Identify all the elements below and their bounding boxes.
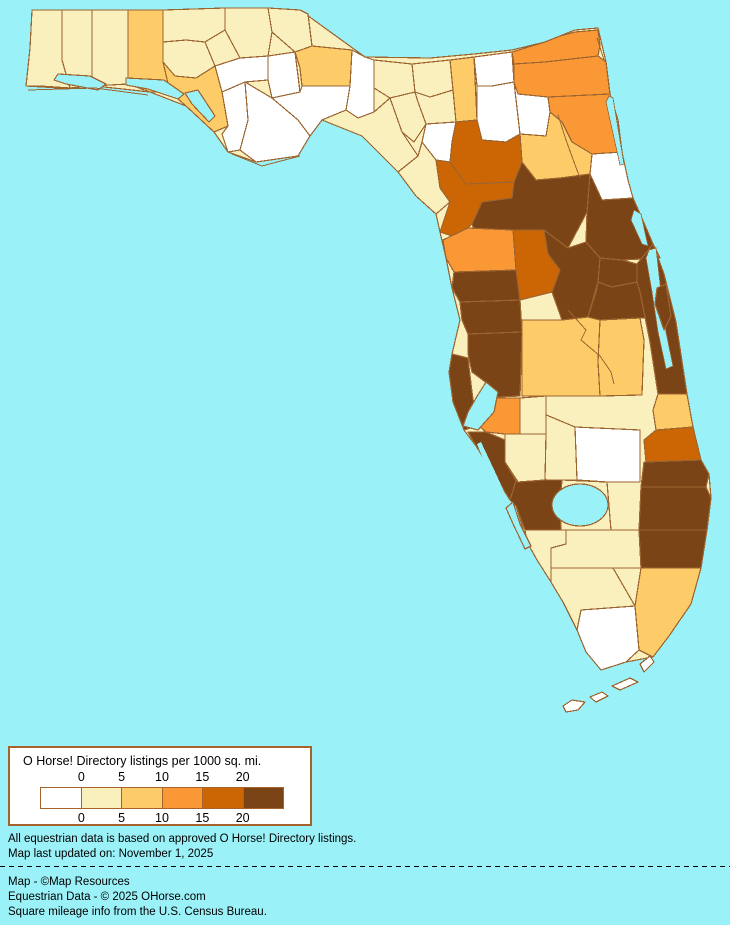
st-george-island-line: [231, 153, 301, 167]
county-region: [574, 426, 641, 483]
county-region: [638, 529, 708, 569]
keys-island: [589, 691, 609, 703]
legend-swatch: [203, 788, 244, 808]
charlotte-harbor: [505, 501, 532, 550]
legend-swatch: [41, 788, 82, 808]
legend-tick-label: 15: [195, 811, 210, 825]
legend-swatch: [162, 788, 203, 808]
choctawhatchee-bay: [125, 77, 185, 100]
county-region: [634, 567, 702, 658]
amelia-island-line: [596, 37, 605, 61]
county-region: [451, 269, 521, 303]
county-region: [519, 395, 547, 435]
dashed-divider: [0, 866, 730, 868]
county-region: [521, 316, 601, 397]
county-region: [576, 605, 640, 671]
legend-tick-label: 0: [77, 770, 85, 784]
legend-tick-label: 10: [155, 811, 169, 825]
county-region: [597, 317, 645, 397]
keys-island: [639, 655, 655, 673]
legend-swatch: [243, 788, 283, 808]
county-region: [373, 59, 416, 99]
legend-tick-label: 5: [118, 770, 126, 784]
county-region: [476, 81, 521, 143]
legend-tick-label: 10: [155, 770, 169, 784]
legend-box: O Horse! Directory listings per 1000 sq.…: [8, 746, 312, 826]
credit-equestrian-data: Equestrian Data - © 2025 OHorse.com: [8, 891, 206, 903]
legend-swatch: [122, 788, 163, 808]
legend-tick-label: 5: [118, 811, 126, 825]
county-region: [640, 459, 710, 488]
legend-ticks-top: 0 5 10 15 20: [40, 770, 284, 784]
county-region: [267, 51, 301, 99]
county-region: [643, 426, 702, 463]
county-region: [459, 299, 523, 335]
legend-tick-label: 20: [235, 770, 250, 784]
county-region: [91, 9, 129, 87]
legend-tick-label: 20: [235, 811, 250, 825]
credit-map: Map - ©Map Resources: [8, 876, 130, 888]
st-johns-river-line: [557, 114, 581, 179]
county-region: [294, 45, 353, 87]
st-andrew-bay: [184, 89, 216, 123]
county-region: [597, 257, 638, 288]
sarasota-bay: [477, 442, 507, 500]
footnote-data-source: All equestrian data is based on approved…: [8, 833, 357, 845]
merritt-island: [654, 283, 672, 331]
santa-rosa-island-line: [27, 87, 149, 96]
legend-ticks-bottom: 0 5 10 15 20: [40, 811, 284, 825]
county-region: [442, 227, 517, 273]
county-region: [550, 567, 636, 631]
legend-title: O Horse! Directory listings per 1000 sq.…: [23, 754, 262, 768]
county-region: [638, 486, 712, 531]
pensacola-bay: [53, 73, 107, 91]
footnote-updated: Map last updated on: November 1, 2025: [8, 848, 214, 860]
credit-census: Square mileage info from the U.S. Census…: [8, 906, 267, 918]
keys-island: [611, 677, 639, 691]
county-region: [321, 97, 419, 173]
kissimmee-river-line: [567, 309, 615, 385]
keys-island: [562, 699, 586, 713]
county-region: [509, 479, 563, 531]
tampa-bay: [462, 381, 499, 431]
county-region: [473, 51, 515, 87]
matanzas-river: [605, 95, 625, 166]
county-region: [652, 393, 694, 431]
mosquito-lagoon: [630, 209, 649, 247]
legend-swatch: [81, 788, 122, 808]
legend-tick-label: 15: [195, 770, 210, 784]
legend-tick-label: 0: [77, 811, 85, 825]
legend-swatchbar: [40, 787, 284, 809]
lake-okeechobee: [551, 483, 609, 527]
